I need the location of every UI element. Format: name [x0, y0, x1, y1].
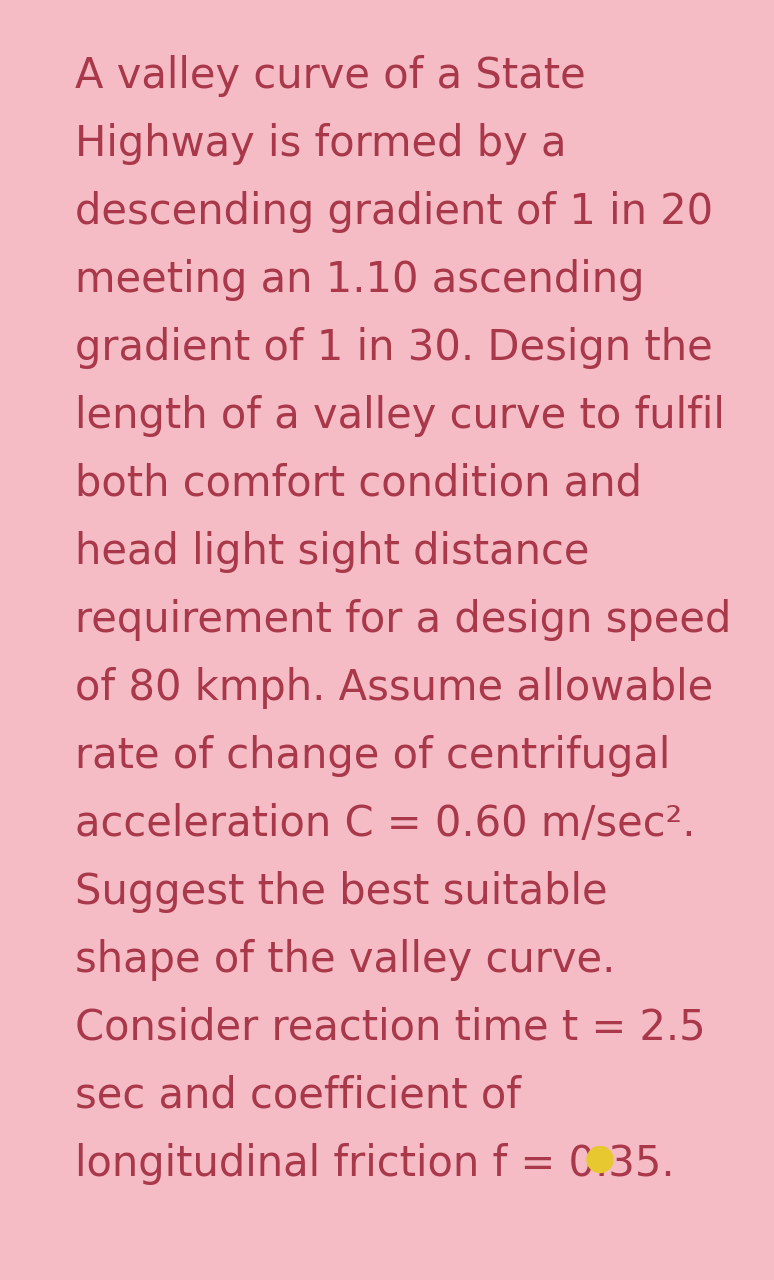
Ellipse shape — [587, 1147, 613, 1172]
Text: both comfort condition and: both comfort condition and — [75, 463, 642, 506]
Text: length of a valley curve to fulfil: length of a valley curve to fulfil — [75, 396, 725, 436]
Text: of 80 kmph. Assume allowable: of 80 kmph. Assume allowable — [75, 667, 714, 709]
Text: gradient of 1 in 30. Design the: gradient of 1 in 30. Design the — [75, 326, 713, 369]
Text: A valley curve of a State: A valley curve of a State — [75, 55, 586, 97]
Text: requirement for a design speed: requirement for a design speed — [75, 599, 731, 641]
Text: Suggest the best suitable: Suggest the best suitable — [75, 870, 608, 913]
Text: Consider reaction time t = 2.5: Consider reaction time t = 2.5 — [75, 1007, 706, 1050]
Text: head light sight distance: head light sight distance — [75, 531, 590, 573]
Text: sec and coefficient of: sec and coefficient of — [75, 1075, 521, 1117]
Text: Highway is formed by a: Highway is formed by a — [75, 123, 567, 165]
Text: acceleration C = 0.60 m/sec².: acceleration C = 0.60 m/sec². — [75, 803, 696, 845]
Text: longitudinal friction f = 0.35.: longitudinal friction f = 0.35. — [75, 1143, 675, 1185]
Text: descending gradient of 1 in 20: descending gradient of 1 in 20 — [75, 191, 713, 233]
Text: rate of change of centrifugal: rate of change of centrifugal — [75, 735, 670, 777]
Text: shape of the valley curve.: shape of the valley curve. — [75, 940, 615, 980]
Text: meeting an 1.10 ascending: meeting an 1.10 ascending — [75, 259, 645, 301]
